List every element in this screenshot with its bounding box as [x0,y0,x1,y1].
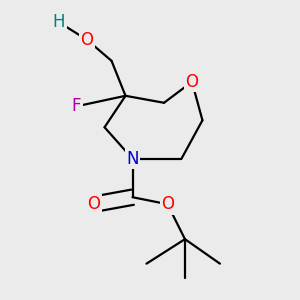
Text: N: N [126,150,139,168]
Text: O: O [185,73,199,91]
Text: F: F [72,97,81,115]
Text: H: H [53,14,65,32]
Text: O: O [88,195,100,213]
Text: O: O [81,31,94,49]
Text: O: O [161,195,174,213]
